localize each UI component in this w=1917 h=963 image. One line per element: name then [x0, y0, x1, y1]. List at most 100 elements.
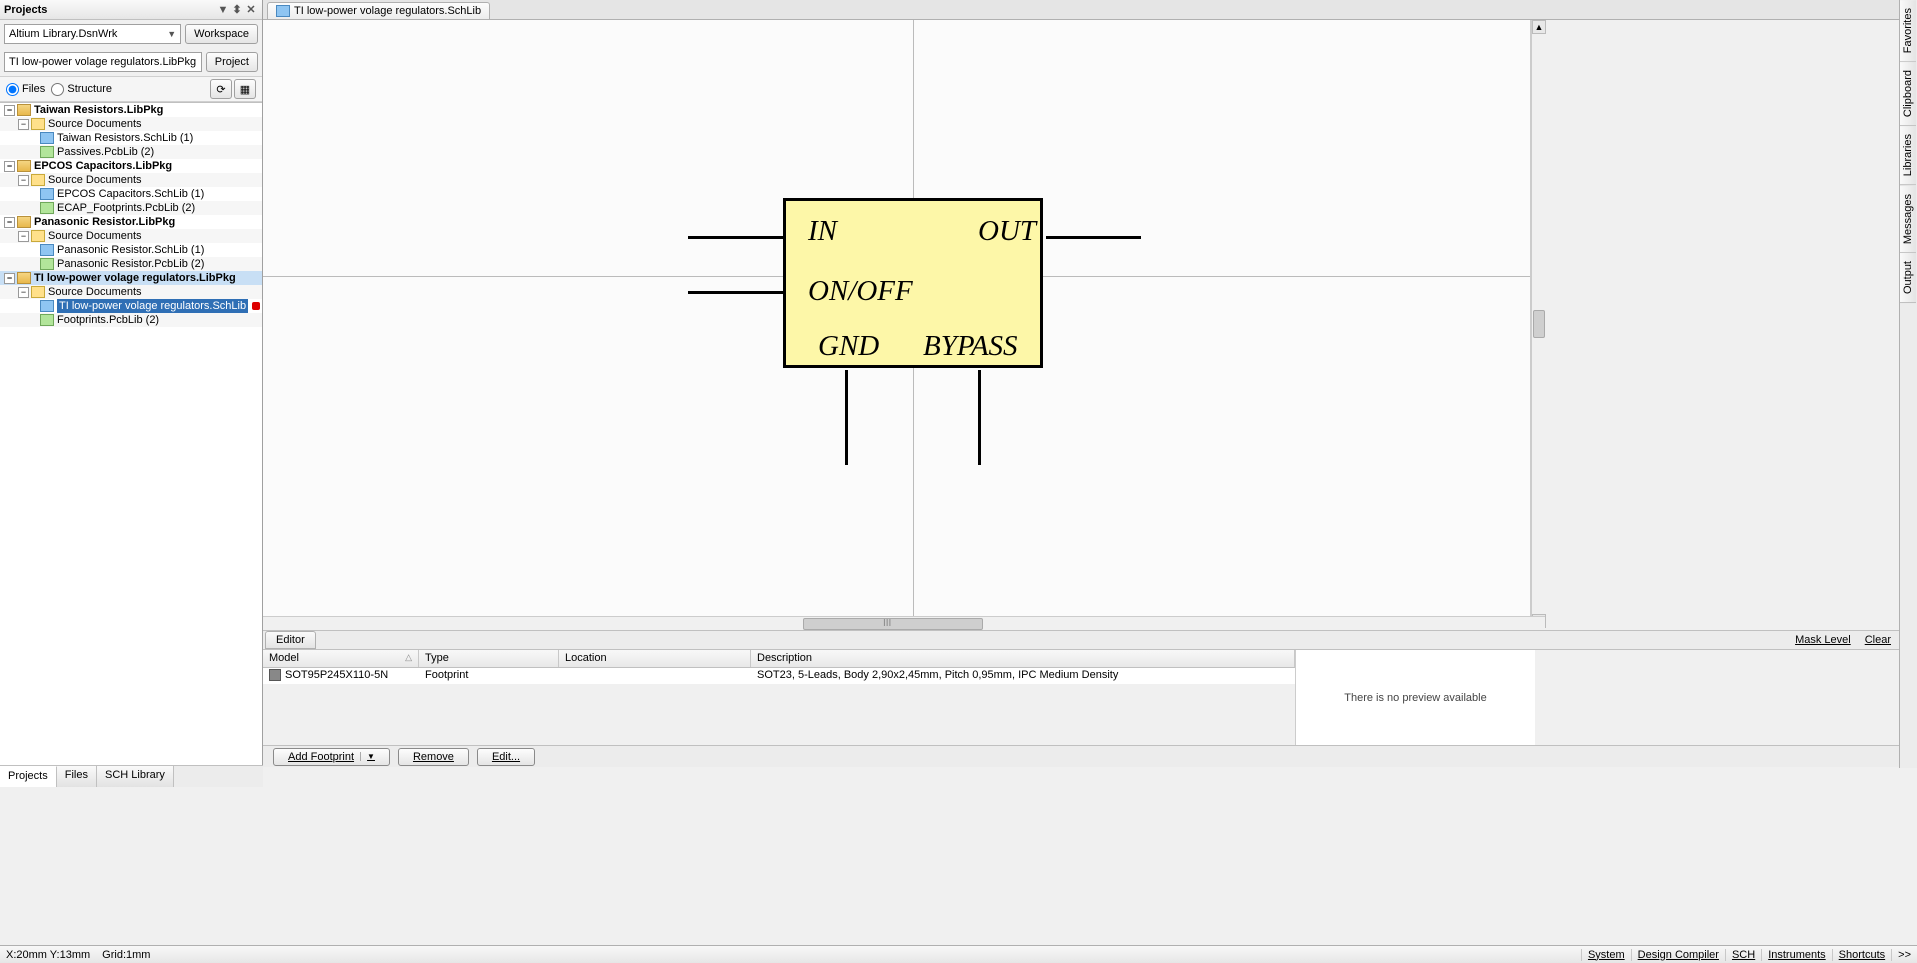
pcblib-icon — [40, 258, 54, 270]
edit-button[interactable]: Edit... — [477, 748, 535, 766]
expander-icon[interactable]: − — [4, 273, 15, 284]
pin-line — [845, 370, 848, 465]
folder-icon — [31, 174, 45, 186]
tree-schlib[interactable]: Panasonic Resistor.SchLib (1) — [0, 243, 262, 257]
status-more[interactable]: >> — [1891, 949, 1917, 961]
tree-source-docs[interactable]: −Source Documents — [0, 173, 262, 187]
clear-button[interactable]: Clear — [1859, 632, 1897, 648]
workspace-row: Altium Library.DsnWrk ▼ Workspace — [0, 20, 262, 48]
status-sch[interactable]: SCH — [1725, 949, 1761, 961]
project-field[interactable]: TI low-power volage regulators.LibPkg — [4, 52, 202, 72]
pin-label-gnd: GND — [818, 330, 879, 363]
tab-sch-library[interactable]: SCH Library — [97, 766, 174, 787]
pin-line — [688, 236, 783, 239]
preview-panel: There is no preview available — [1295, 650, 1535, 745]
preview-message: There is no preview available — [1344, 692, 1486, 704]
tab-favorites[interactable]: Favorites — [1900, 0, 1916, 62]
package-icon — [17, 272, 31, 284]
pcblib-icon — [40, 314, 54, 326]
scroll-thumb[interactable] — [803, 618, 983, 630]
schlib-icon — [40, 244, 54, 256]
tree-pcblib[interactable]: ECAP_Footprints.PcbLib (2) — [0, 201, 262, 215]
col-type[interactable]: Type — [419, 650, 559, 667]
tree-pcblib[interactable]: Panasonic Resistor.PcbLib (2) — [0, 257, 262, 271]
expander-icon[interactable]: − — [4, 217, 15, 228]
tab-output[interactable]: Output — [1900, 253, 1916, 303]
refresh-icon[interactable]: ⟳ — [210, 79, 232, 99]
status-system[interactable]: System — [1581, 949, 1631, 961]
scroll-up-icon[interactable]: ▲ — [1532, 20, 1546, 34]
package-icon — [17, 104, 31, 116]
model-table-row[interactable]: SOT95P245X110-5N Footprint SOT23, 5-Lead… — [263, 668, 1295, 684]
tab-clipboard[interactable]: Clipboard — [1900, 62, 1916, 126]
project-button[interactable]: Project — [206, 52, 258, 72]
pcblib-icon — [40, 146, 54, 158]
add-footprint-button[interactable]: Add Footprint — [273, 748, 390, 766]
tree-libpkg-active[interactable]: −TI low-power volage regulators.LibPkg — [0, 271, 262, 285]
remove-button[interactable]: Remove — [398, 748, 469, 766]
sort-icon: △ — [405, 652, 412, 665]
editor-tab[interactable]: Editor — [265, 631, 316, 649]
project-tree[interactable]: −Taiwan Resistors.LibPkg −Source Documen… — [0, 102, 262, 765]
folder-icon — [31, 118, 45, 130]
mask-level-button[interactable]: Mask Level — [1789, 632, 1857, 648]
status-bar: X:20mm Y:13mm Grid:1mm System Design Com… — [0, 945, 1917, 963]
document-tab-label: TI low-power volage regulators.SchLib — [294, 5, 481, 17]
workspace-button[interactable]: Workspace — [185, 24, 258, 44]
expander-icon[interactable]: − — [4, 161, 15, 172]
col-description[interactable]: Description — [751, 650, 1295, 667]
tree-schlib-selected[interactable]: TI low-power volage regulators.SchLib — [0, 299, 262, 313]
scroll-marker: III — [883, 618, 891, 629]
tree-schlib[interactable]: Taiwan Resistors.SchLib (1) — [0, 131, 262, 145]
tab-files[interactable]: Files — [57, 766, 97, 787]
status-instruments[interactable]: Instruments — [1761, 949, 1831, 961]
panel-close-icon[interactable]: ✕ — [244, 3, 258, 16]
tree-schlib[interactable]: EPCOS Capacitors.SchLib (1) — [0, 187, 262, 201]
tree-libpkg[interactable]: −Panasonic Resistor.LibPkg — [0, 215, 262, 229]
document-tab[interactable]: TI low-power volage regulators.SchLib — [267, 2, 490, 19]
tree-libpkg[interactable]: −EPCOS Capacitors.LibPkg — [0, 159, 262, 173]
expander-icon[interactable]: − — [18, 175, 29, 186]
scroll-thumb[interactable] — [1533, 310, 1545, 338]
workspace-name: Altium Library.DsnWrk — [9, 28, 117, 40]
status-shortcuts[interactable]: Shortcuts — [1832, 949, 1891, 961]
pin-line — [1046, 236, 1141, 239]
view-structure-radio[interactable] — [51, 83, 64, 96]
tree-pcblib[interactable]: Passives.PcbLib (2) — [0, 145, 262, 159]
document-tabbar: TI low-power volage regulators.SchLib — [263, 0, 1899, 20]
schematic-canvas[interactable]: IN OUT ON/OFF GND BYPASS — [263, 20, 1531, 628]
schlib-icon — [276, 5, 290, 17]
panel-menu-icon[interactable]: ▼ — [216, 4, 230, 16]
panel-title: Projects — [4, 4, 47, 16]
canvas-vscrollbar[interactable]: ▲ ▼ — [1531, 20, 1545, 628]
expander-icon[interactable]: − — [18, 119, 29, 130]
tab-messages[interactable]: Messages — [1900, 186, 1916, 253]
view-files-label: Files — [22, 83, 45, 95]
model-location — [559, 668, 751, 684]
settings-icon[interactable]: ▦ — [234, 79, 256, 99]
footprint-toolbar: Add Footprint Remove Edit... — [263, 745, 1899, 767]
panel-pin-icon[interactable]: ⬍ — [230, 3, 244, 16]
view-files-radio[interactable] — [6, 83, 19, 96]
tree-source-docs[interactable]: −Source Documents — [0, 229, 262, 243]
col-model[interactable]: Model△ — [263, 650, 419, 667]
workspace-dropdown[interactable]: Altium Library.DsnWrk ▼ — [4, 24, 181, 44]
tree-source-docs[interactable]: −Source Documents — [0, 285, 262, 299]
canvas-hscrollbar[interactable]: III — [263, 616, 1545, 630]
folder-icon — [31, 286, 45, 298]
tree-pcblib[interactable]: Footprints.PcbLib (2) — [0, 313, 262, 327]
folder-icon — [31, 230, 45, 242]
tree-libpkg[interactable]: −Taiwan Resistors.LibPkg — [0, 103, 262, 117]
status-design-compiler[interactable]: Design Compiler — [1631, 949, 1725, 961]
expander-icon[interactable]: − — [18, 287, 29, 298]
pcblib-icon — [40, 202, 54, 214]
col-location[interactable]: Location — [559, 650, 751, 667]
expander-icon[interactable]: − — [18, 231, 29, 242]
tab-libraries[interactable]: Libraries — [1900, 126, 1916, 185]
right-collapsed-panels: Favorites Clipboard Libraries Messages O… — [1899, 0, 1917, 768]
left-bottom-tabs: Projects Files SCH Library — [0, 765, 263, 787]
project-row: TI low-power volage regulators.LibPkg Pr… — [0, 48, 262, 76]
tab-projects[interactable]: Projects — [0, 766, 57, 787]
expander-icon[interactable]: − — [4, 105, 15, 116]
tree-source-docs[interactable]: −Source Documents — [0, 117, 262, 131]
